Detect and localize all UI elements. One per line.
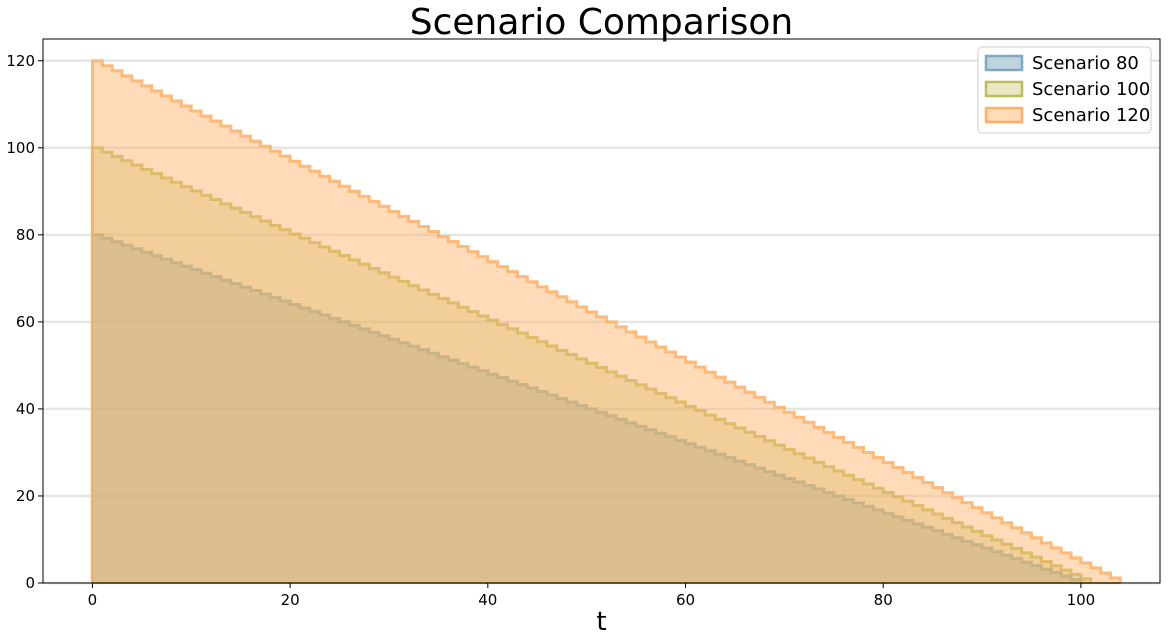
- y-tick-label-100: 100: [6, 139, 35, 157]
- plot-frame: [42, 38, 1161, 584]
- legend-label-scenario-80: Scenario 80: [1032, 53, 1139, 74]
- x-tick-label-60: 60: [676, 591, 695, 609]
- legend-swatch-scenario-120: [984, 106, 1024, 124]
- legend-swatch-scenario-80: [984, 54, 1024, 72]
- x-tick-label-80: 80: [874, 591, 893, 609]
- legend-swatch-scenario-100: [984, 80, 1024, 98]
- x-tick-label-20: 20: [281, 591, 300, 609]
- scenario-80-line: [90, 233, 1083, 583]
- y-tick-label-0: 0: [25, 574, 35, 592]
- y-tick-label-80: 80: [16, 226, 35, 244]
- y-tick-label-60: 60: [16, 313, 35, 331]
- scenario-120-line: [90, 59, 1122, 583]
- series-layer: [90, 59, 1122, 584]
- x-axis-label: t: [596, 607, 606, 637]
- y-tick-label-40: 40: [16, 400, 35, 418]
- chart-title: Scenario Comparison: [410, 2, 793, 43]
- scenario-100-line: [90, 146, 1093, 583]
- x-axis-ticks: 0 20 40 60 80 100: [88, 583, 1096, 609]
- y-tick-label-20: 20: [16, 487, 35, 505]
- legend-label-scenario-120: Scenario 120: [1032, 105, 1150, 126]
- y-tick-label-120: 120: [6, 52, 35, 70]
- x-tick-label-40: 40: [478, 591, 497, 609]
- legend-label-scenario-100: Scenario 100: [1032, 79, 1150, 100]
- x-tick-label-0: 0: [88, 591, 98, 609]
- legend: Scenario 80 Scenario 100 Scenario 120: [977, 46, 1152, 134]
- y-axis-ticks: 0 20 40 60 80 100 120: [6, 52, 43, 592]
- x-tick-label-100: 100: [1067, 591, 1096, 609]
